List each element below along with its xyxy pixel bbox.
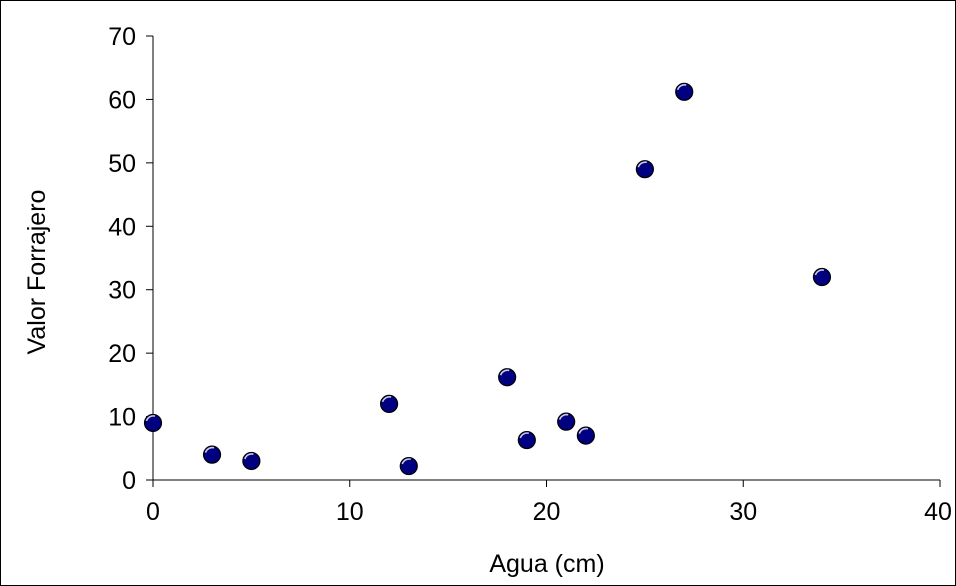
- x-tick-label: 0: [146, 498, 160, 526]
- y-ticks: 0 10 20 30 40 50 60 70: [108, 23, 153, 495]
- x-tick-label: 40: [924, 498, 952, 526]
- x-tick-label: 30: [729, 498, 757, 526]
- data-point: [812, 267, 832, 287]
- data-point: [399, 456, 418, 476]
- data-point: [576, 426, 595, 445]
- data-points: [143, 82, 832, 476]
- y-tick-label: 30: [108, 277, 136, 305]
- data-point: [675, 82, 694, 101]
- y-tick-label: 70: [108, 23, 136, 51]
- y-tick-label: 0: [122, 467, 136, 495]
- x-axis-label: Agua (cm): [489, 550, 604, 578]
- data-point: [380, 394, 399, 413]
- y-axis-label: Valor Forrajero: [23, 190, 51, 355]
- x-ticks: 0 10 20 30 40: [146, 480, 952, 526]
- x-tick-label: 10: [336, 498, 364, 526]
- data-point: [498, 368, 517, 387]
- data-point: [202, 445, 222, 464]
- y-tick-label: 10: [108, 404, 136, 432]
- axes: [152, 36, 940, 481]
- y-tick-label: 50: [108, 150, 136, 178]
- y-tick-label: 40: [108, 213, 136, 241]
- data-point: [143, 413, 163, 433]
- y-tick-label: 20: [108, 340, 136, 368]
- data-point: [557, 412, 576, 431]
- y-tick-label: 60: [108, 86, 136, 114]
- data-point: [517, 430, 536, 450]
- data-point: [242, 451, 261, 471]
- x-tick-label: 20: [533, 498, 561, 526]
- data-point: [635, 160, 654, 179]
